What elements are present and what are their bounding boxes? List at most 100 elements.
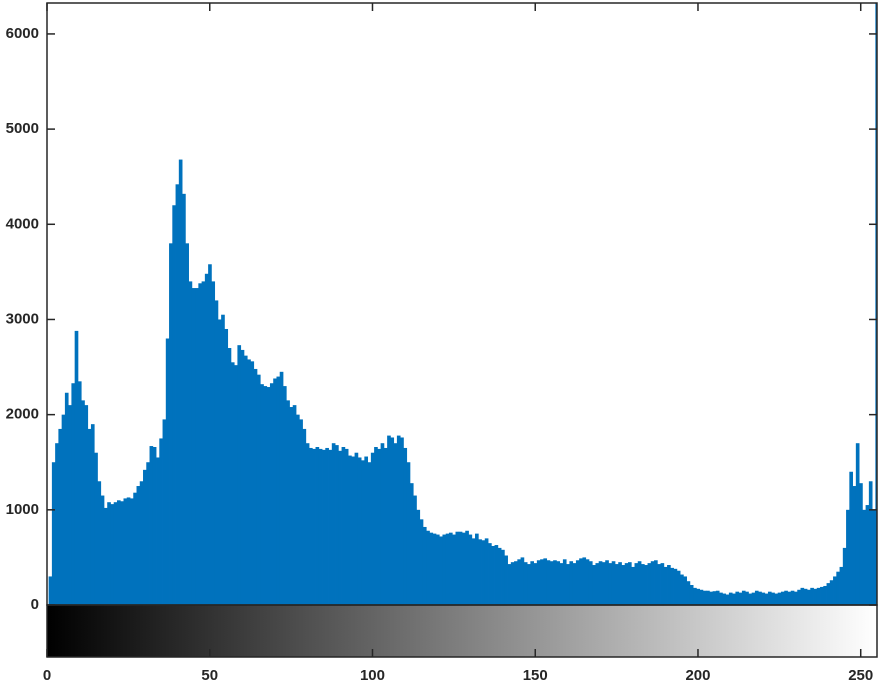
bar	[471, 538, 476, 605]
bar	[296, 414, 300, 605]
bar	[725, 594, 730, 605]
bar	[357, 457, 362, 605]
bar	[344, 448, 349, 605]
bar	[156, 457, 160, 605]
bar	[230, 362, 235, 605]
colorbar	[47, 605, 877, 657]
bar	[803, 588, 808, 605]
bar	[409, 483, 414, 605]
x-tick-label: 250	[848, 667, 873, 684]
bar	[260, 384, 264, 605]
bar	[367, 462, 372, 605]
bar	[748, 593, 753, 605]
bar	[764, 593, 769, 605]
bar	[767, 591, 772, 605]
bar	[634, 563, 639, 605]
bar	[741, 590, 746, 605]
bar	[654, 560, 658, 605]
bar	[116, 500, 121, 605]
bar	[455, 531, 460, 605]
bar	[611, 561, 616, 605]
bar	[533, 563, 538, 605]
bar	[432, 533, 437, 605]
bar	[855, 443, 860, 605]
y-tick-label: 1000	[6, 501, 39, 518]
bar	[549, 561, 554, 605]
bar	[175, 184, 180, 605]
bar	[504, 555, 508, 605]
bar	[670, 567, 674, 605]
bar	[133, 492, 137, 605]
bar	[458, 531, 463, 605]
bar	[299, 419, 303, 605]
bar	[253, 368, 258, 605]
bar	[191, 288, 196, 605]
bar	[234, 365, 238, 605]
bar	[377, 448, 382, 605]
bar	[348, 455, 352, 605]
bar	[758, 591, 762, 605]
bar	[553, 560, 557, 605]
y-tick-label: 3000	[6, 310, 39, 327]
bar	[787, 591, 792, 605]
bar	[540, 559, 544, 605]
bar	[178, 159, 183, 605]
bar	[364, 456, 369, 605]
bar	[582, 557, 587, 605]
bar	[732, 593, 736, 605]
bar	[318, 448, 323, 605]
bar	[530, 561, 535, 605]
bar	[68, 405, 72, 605]
bar	[322, 449, 326, 605]
bar	[416, 509, 421, 605]
bar	[351, 456, 355, 605]
bar	[794, 591, 798, 605]
bar	[462, 532, 466, 605]
bar	[641, 564, 645, 605]
plot-frame	[46, 2, 878, 606]
bar	[273, 378, 277, 605]
bar	[403, 447, 408, 605]
bar	[282, 386, 287, 605]
bar	[680, 574, 684, 605]
bar	[842, 547, 847, 605]
bar	[813, 588, 818, 605]
bar	[120, 501, 124, 605]
bar	[84, 405, 89, 605]
bar	[618, 562, 622, 605]
bar	[846, 509, 850, 605]
bar	[614, 564, 619, 605]
bar	[77, 381, 82, 605]
bar	[673, 568, 678, 605]
bar	[256, 374, 261, 605]
bar	[468, 534, 473, 605]
bar	[849, 471, 853, 605]
y-tick-label: 5000	[6, 120, 39, 137]
bar	[556, 561, 561, 605]
bar	[588, 561, 593, 605]
bar	[868, 481, 873, 605]
bar	[520, 557, 525, 605]
bar	[488, 543, 492, 605]
bar	[387, 435, 391, 605]
bar	[71, 383, 76, 605]
bar	[361, 460, 365, 605]
bar	[328, 449, 333, 605]
bar	[48, 576, 53, 605]
bar	[413, 495, 417, 605]
bar	[735, 591, 740, 605]
bar	[738, 592, 743, 605]
bar	[263, 386, 268, 605]
bar	[370, 452, 375, 605]
bar	[719, 592, 723, 605]
bar	[240, 349, 245, 605]
bar	[393, 443, 398, 605]
x-tick-label: 50	[201, 667, 218, 684]
bar	[647, 563, 652, 605]
bar	[103, 507, 108, 605]
bar	[833, 576, 837, 605]
bar	[100, 495, 105, 605]
bar	[169, 243, 173, 605]
bar	[536, 560, 541, 605]
